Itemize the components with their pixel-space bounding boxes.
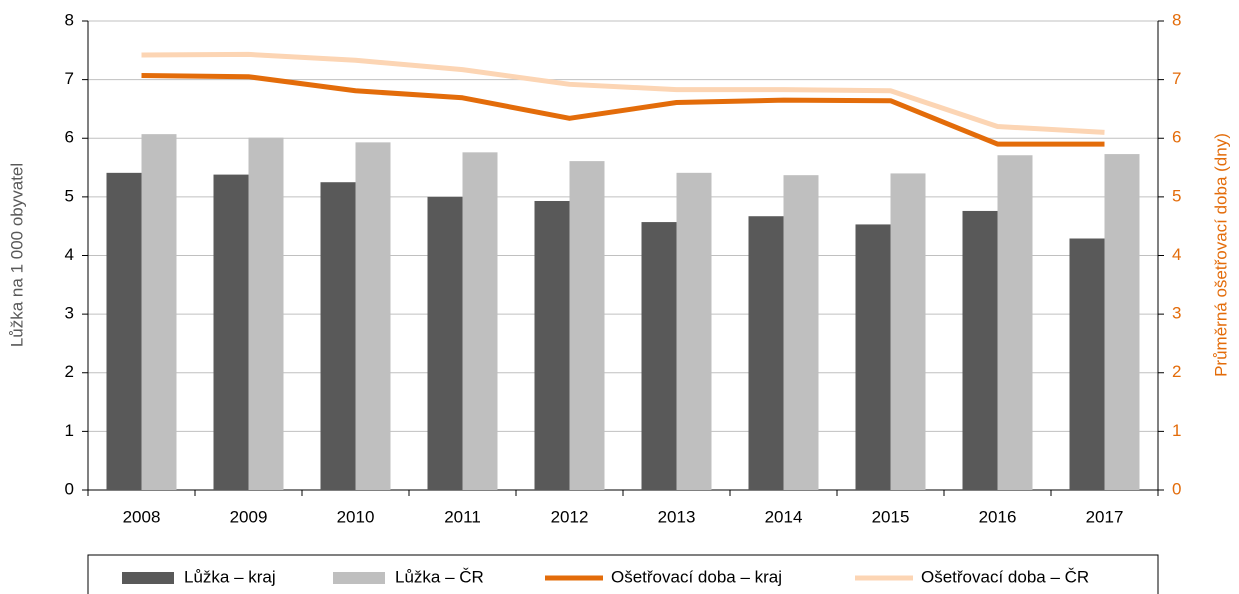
legend-label: Ošetřovací doba – ČR	[921, 567, 1089, 586]
bar	[141, 134, 177, 491]
x-tick-label: 2012	[551, 507, 589, 526]
legend-label: Lůžka – kraj	[184, 567, 276, 586]
bar	[248, 137, 284, 490]
x-tick-label: 2013	[658, 507, 696, 526]
y2-axis-label: Průměrná ošetřovací doba (dny)	[1211, 133, 1230, 377]
y2-tick-label: 6	[1172, 128, 1181, 147]
legend-swatch	[333, 572, 385, 584]
y2-tick-label: 5	[1172, 186, 1181, 205]
x-tick-label: 2014	[765, 507, 803, 526]
bar	[462, 152, 498, 490]
legend-label: Lůžka – ČR	[395, 567, 484, 586]
y2-tick-label: 3	[1172, 304, 1181, 323]
y2-tick-label: 7	[1172, 69, 1181, 88]
legend-box	[87, 554, 1159, 594]
line	[141, 51, 1105, 135]
x-tick-label: 2011	[444, 507, 481, 526]
y2-tick-label: 8	[1172, 10, 1181, 29]
bar	[783, 175, 819, 490]
y2-tick-label: 1	[1172, 421, 1181, 440]
x-tick-label: 2016	[979, 507, 1017, 526]
y-tick-label: 8	[65, 10, 74, 29]
bar	[1069, 238, 1105, 490]
y-tick-label: 5	[65, 186, 74, 205]
x-tick-label: 2008	[123, 507, 161, 526]
bar	[890, 173, 926, 491]
y-axis-label: Lůžka na 1 000 obyvatel	[7, 163, 26, 347]
bar	[427, 196, 463, 490]
line	[141, 73, 1105, 147]
y-tick-label: 1	[65, 421, 74, 440]
bar	[855, 224, 891, 490]
y-tick-label: 4	[65, 245, 74, 264]
legend-label: Ošetřovací doba – kraj	[611, 567, 782, 586]
bar	[213, 174, 249, 490]
y-tick-label: 0	[65, 479, 74, 498]
bar	[355, 142, 391, 490]
legend-swatch	[122, 572, 174, 584]
x-tick-label: 2009	[230, 507, 268, 526]
y-tick-label: 3	[65, 304, 74, 323]
y-tick-label: 6	[65, 128, 74, 147]
bar	[534, 200, 570, 490]
bar	[641, 222, 677, 491]
y2-tick-label: 2	[1172, 362, 1181, 381]
x-tick-label: 2010	[337, 507, 375, 526]
bar	[748, 216, 784, 490]
bar	[676, 172, 712, 490]
bar	[962, 210, 998, 490]
bar	[997, 155, 1033, 490]
x-tick-label: 2015	[872, 507, 910, 526]
bar	[106, 172, 142, 490]
bar	[569, 161, 605, 490]
bar	[320, 182, 356, 490]
x-tick-label: 2017	[1086, 507, 1124, 526]
y-tick-label: 2	[65, 362, 74, 381]
y2-tick-label: 4	[1172, 245, 1181, 264]
y-tick-label: 7	[65, 69, 74, 88]
bar	[1104, 154, 1140, 491]
y2-tick-label: 0	[1172, 479, 1181, 498]
